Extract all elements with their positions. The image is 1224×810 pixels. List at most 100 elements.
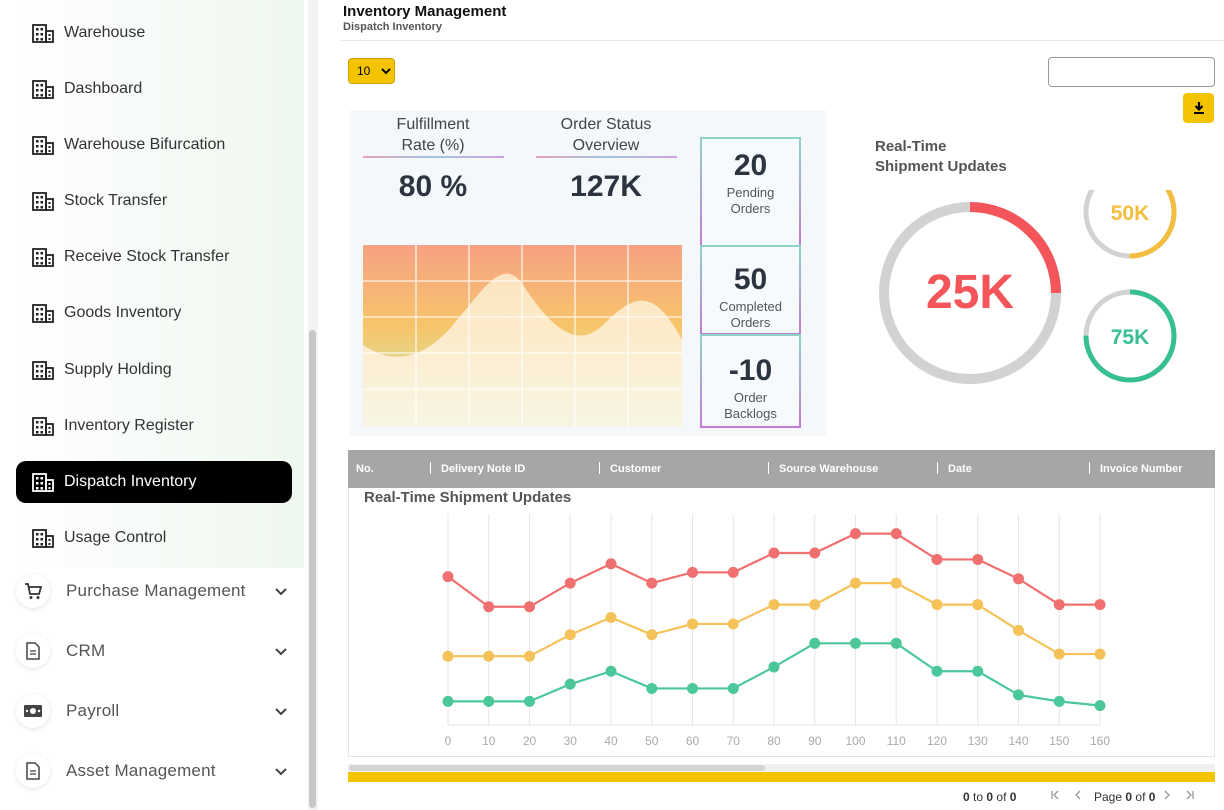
sidebar-item-label: Stock Transfer [64, 192, 168, 209]
series-2-point[interactable] [483, 695, 495, 707]
series-2-point[interactable] [768, 661, 780, 673]
column-header-no[interactable]: No. [356, 463, 374, 475]
series-2-point[interactable] [564, 678, 576, 690]
sidebar-item-dispatch-inventory[interactable]: Dispatch Inventory [16, 461, 292, 503]
series-0-point[interactable] [483, 601, 495, 613]
pagination-page: 0 [1125, 790, 1133, 804]
series-0-point[interactable] [850, 528, 861, 540]
first-page-icon [1051, 790, 1059, 800]
page-size-select[interactable]: 10 [348, 58, 395, 84]
series-1-point[interactable] [890, 577, 902, 589]
series-0-point[interactable] [564, 577, 576, 589]
series-0-point[interactable] [972, 553, 984, 565]
series-2-point[interactable] [931, 665, 943, 677]
search-input[interactable] [1048, 57, 1215, 87]
column-header-invoice-number[interactable]: Invoice Number [1100, 463, 1183, 475]
series-0-point[interactable] [1053, 599, 1065, 611]
table-horizontal-scroll-thumb[interactable] [349, 765, 765, 771]
series-1-point[interactable] [850, 577, 861, 589]
sidebar-item-receive-stock-transfer[interactable]: Receive Stock Transfer [16, 236, 292, 278]
series-1-point[interactable] [1053, 648, 1065, 660]
column-header-delivery-note-id[interactable]: Delivery Note ID [441, 463, 526, 475]
next-page-button[interactable] [1162, 788, 1172, 803]
series-2-point[interactable] [809, 637, 821, 649]
series-0-point[interactable] [646, 577, 658, 589]
order-status-label-line1: Order Status [560, 116, 652, 133]
sidebar-item-warehouse[interactable]: Warehouse [16, 12, 292, 54]
series-0-point[interactable] [524, 601, 535, 613]
series-1-point[interactable] [564, 629, 576, 641]
series-0-point[interactable] [442, 571, 454, 583]
sidebar-scroll-thumb[interactable] [309, 330, 316, 808]
column-header-source-warehouse[interactable]: Source Warehouse [779, 463, 879, 475]
x-tick-label: 70 [727, 734, 741, 748]
building-icon [32, 24, 54, 43]
series-1-point[interactable] [1013, 624, 1024, 636]
sidebar-item-label: Supply Holding [64, 361, 172, 378]
series-1-point[interactable] [687, 618, 698, 630]
order-backlogs-card: -10 Order Backlogs [700, 334, 801, 428]
series-0-point[interactable] [1013, 573, 1024, 585]
series-0-point[interactable] [890, 528, 902, 540]
series-2-point[interactable] [1094, 700, 1106, 712]
chevron-left-icon [1075, 790, 1081, 800]
document-icon [16, 634, 50, 668]
sidebar-item-dashboard[interactable]: Dashboard [16, 68, 292, 110]
sidebar-item-usage-control[interactable]: Usage Control [16, 517, 292, 559]
sidebar-item-purchase-management[interactable]: Purchase Management [16, 569, 296, 613]
sidebar-item-stock-transfer[interactable]: Stock Transfer [16, 180, 292, 222]
series-0-point[interactable] [1094, 599, 1106, 611]
series-2-point[interactable] [1053, 695, 1065, 707]
previous-page-button[interactable] [1073, 788, 1083, 803]
sidebar-item-goods-inventory[interactable]: Goods Inventory [16, 292, 292, 334]
sidebar-item-warehouse-bifurcation[interactable]: Warehouse Bifurcation [16, 124, 292, 166]
series-0-point[interactable] [727, 566, 739, 578]
series-1-point[interactable] [483, 650, 495, 662]
pagination-page-word: Page [1094, 790, 1123, 804]
last-page-button[interactable] [1185, 788, 1195, 803]
series-0-point[interactable] [768, 547, 780, 559]
series-1-point[interactable] [1094, 648, 1106, 660]
sidebar-item-payroll[interactable]: Payroll [16, 689, 296, 733]
series-1-point[interactable] [809, 599, 821, 611]
series-2-point[interactable] [972, 665, 984, 677]
series-2-point[interactable] [850, 637, 861, 649]
series-2-point[interactable] [1013, 689, 1024, 701]
series-1-point[interactable] [972, 599, 984, 611]
series-1-point[interactable] [646, 629, 658, 641]
column-divider [768, 462, 769, 474]
column-header-date[interactable]: Date [948, 463, 972, 475]
series-2-point[interactable] [687, 682, 698, 694]
series-2-point[interactable] [890, 637, 902, 649]
series-2-point[interactable] [442, 695, 454, 707]
download-button[interactable] [1183, 93, 1214, 123]
shipment-rings: 25K 50K 75K [879, 190, 1177, 384]
sidebar-item-asset-management[interactable]: Asset Management [16, 749, 296, 793]
series-1-point[interactable] [524, 650, 535, 662]
completed-orders-label-line2: Orders [730, 315, 771, 330]
series-1-point[interactable] [931, 599, 943, 611]
series-1-point[interactable] [727, 618, 739, 630]
series-1-point[interactable] [442, 650, 454, 662]
series-2-point[interactable] [605, 665, 617, 677]
series-2-point[interactable] [524, 695, 535, 707]
ring-50k-value: 50K [1111, 202, 1150, 225]
series-2-point[interactable] [646, 682, 658, 694]
series-1-point[interactable] [768, 599, 780, 611]
column-header-customer[interactable]: Customer [610, 463, 662, 475]
series-0-point[interactable] [809, 547, 821, 559]
series-0-point[interactable] [687, 566, 698, 578]
order-backlogs-label: Order Backlogs [702, 390, 799, 422]
sidebar-item-inventory-register[interactable]: Inventory Register [16, 405, 292, 447]
series-1-point[interactable] [605, 612, 617, 623]
series-0-point[interactable] [605, 558, 617, 570]
series-2-point[interactable] [727, 682, 739, 694]
series-0-point[interactable] [931, 553, 943, 565]
completed-orders-value: 50 [733, 263, 768, 296]
table-horizontal-scrollbar[interactable] [348, 764, 1215, 772]
first-page-button[interactable] [1050, 788, 1060, 803]
sidebar-item-label: Purchase Management [66, 581, 246, 600]
sidebar-item-supply-holding[interactable]: Supply Holding [16, 349, 292, 391]
sidebar-item-crm[interactable]: CRM [16, 629, 296, 673]
x-tick-label: 30 [564, 734, 578, 748]
